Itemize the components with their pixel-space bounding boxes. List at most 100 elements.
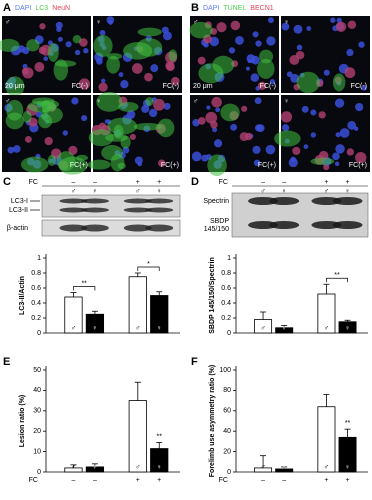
neuron (79, 38, 88, 47)
nucleus (161, 26, 169, 34)
bar (254, 467, 273, 473)
neuron (144, 72, 153, 82)
y-tick-label: 40 (33, 387, 41, 394)
bar (150, 295, 169, 334)
condition-label: FC(-) (260, 83, 276, 90)
band (248, 197, 279, 205)
band-label: β-actin (7, 225, 28, 232)
nucleus (230, 123, 238, 131)
nucleus (56, 26, 62, 33)
nucleus (358, 41, 365, 48)
x-tick-label: + (345, 179, 349, 186)
band (123, 198, 152, 204)
neuron (166, 62, 175, 72)
nucleus (266, 36, 276, 46)
band-label: LC3-I (11, 198, 28, 205)
scale-label: 20 μm (193, 83, 213, 90)
nucleus (203, 42, 209, 48)
neuron (197, 56, 206, 65)
neuron (131, 63, 143, 74)
x-tick-label: + (136, 179, 140, 186)
condition-label: FC(-) (351, 83, 367, 90)
legend-entry: BECN1 (250, 5, 273, 12)
y-tick-label: 0.6 (31, 285, 41, 292)
stain (189, 21, 213, 39)
neuron (216, 22, 227, 33)
bar (85, 313, 105, 334)
stain (26, 39, 40, 52)
nucleus (250, 73, 260, 82)
bar (317, 406, 336, 473)
y-tick-label: 0 (227, 330, 231, 337)
y-tick-label: 80 (223, 387, 231, 394)
panel-label: E (3, 356, 10, 368)
nucleus (228, 47, 236, 54)
nucleus (347, 121, 357, 130)
nucleus (346, 48, 354, 57)
legend-entry: DAPI (203, 5, 219, 12)
nucleus (334, 161, 340, 167)
bar (150, 448, 169, 473)
nucleus (43, 56, 49, 62)
panel-label: A (3, 2, 11, 14)
bar-sex: ♀ (92, 464, 97, 471)
y-tick-label: 0.2 (221, 315, 231, 322)
band (59, 207, 88, 213)
bar (338, 436, 357, 473)
x-tick-label: + (157, 477, 161, 484)
stain (137, 27, 162, 37)
stain (58, 156, 87, 175)
nucleus (83, 48, 89, 54)
stain (31, 97, 55, 106)
nucleus (252, 145, 261, 154)
condition-label: FC(+) (258, 162, 276, 169)
bar-sex: ♂ (324, 464, 329, 471)
nucleus (150, 64, 159, 73)
nucleus (330, 17, 336, 23)
bar-sex: ♀ (282, 325, 287, 332)
bar (275, 468, 294, 473)
stain (157, 118, 175, 138)
nucleus (134, 156, 143, 165)
bar-sex: ♂ (260, 325, 265, 332)
sex-symbol: ♀ (96, 19, 101, 26)
stain (47, 43, 59, 62)
stain (0, 38, 20, 52)
nucleus (118, 72, 124, 77)
sex-symbol: ♂ (5, 98, 10, 105)
neuron (245, 132, 253, 141)
nucleus (336, 17, 342, 23)
nucleus (212, 127, 218, 133)
stain (117, 162, 126, 170)
y-axis-label: Forelimb use asymmetry ratio (%) (209, 365, 216, 477)
x-tick-label: – (261, 179, 265, 186)
nucleus (163, 102, 171, 110)
x-tick-label: + (136, 477, 140, 484)
nucleus (65, 41, 72, 48)
band (145, 224, 174, 232)
neuron (323, 164, 330, 171)
significance: ** (345, 420, 351, 427)
neuron (34, 62, 45, 72)
x-tick-label: + (324, 179, 328, 186)
legend-entry: LC3 (35, 5, 48, 12)
nucleus (361, 85, 367, 91)
bar (317, 293, 336, 334)
stain (257, 58, 275, 79)
nucleus (269, 78, 276, 85)
bar-sex: ♀ (157, 325, 162, 332)
legend-entry: NeuN (52, 5, 70, 12)
neuron (295, 50, 305, 60)
nucleus (255, 40, 262, 47)
stain (93, 35, 113, 57)
nucleus (335, 144, 345, 154)
stain (274, 130, 301, 147)
bar-sex: ♂ (71, 464, 76, 471)
band (332, 221, 363, 229)
sex-symbol: ♀ (284, 19, 289, 26)
band (80, 224, 109, 232)
bar-sex: ♂ (260, 464, 265, 471)
lane-sex: ♀ (345, 188, 350, 195)
stain (72, 34, 82, 44)
y-tick-label: 0.4 (31, 300, 41, 307)
